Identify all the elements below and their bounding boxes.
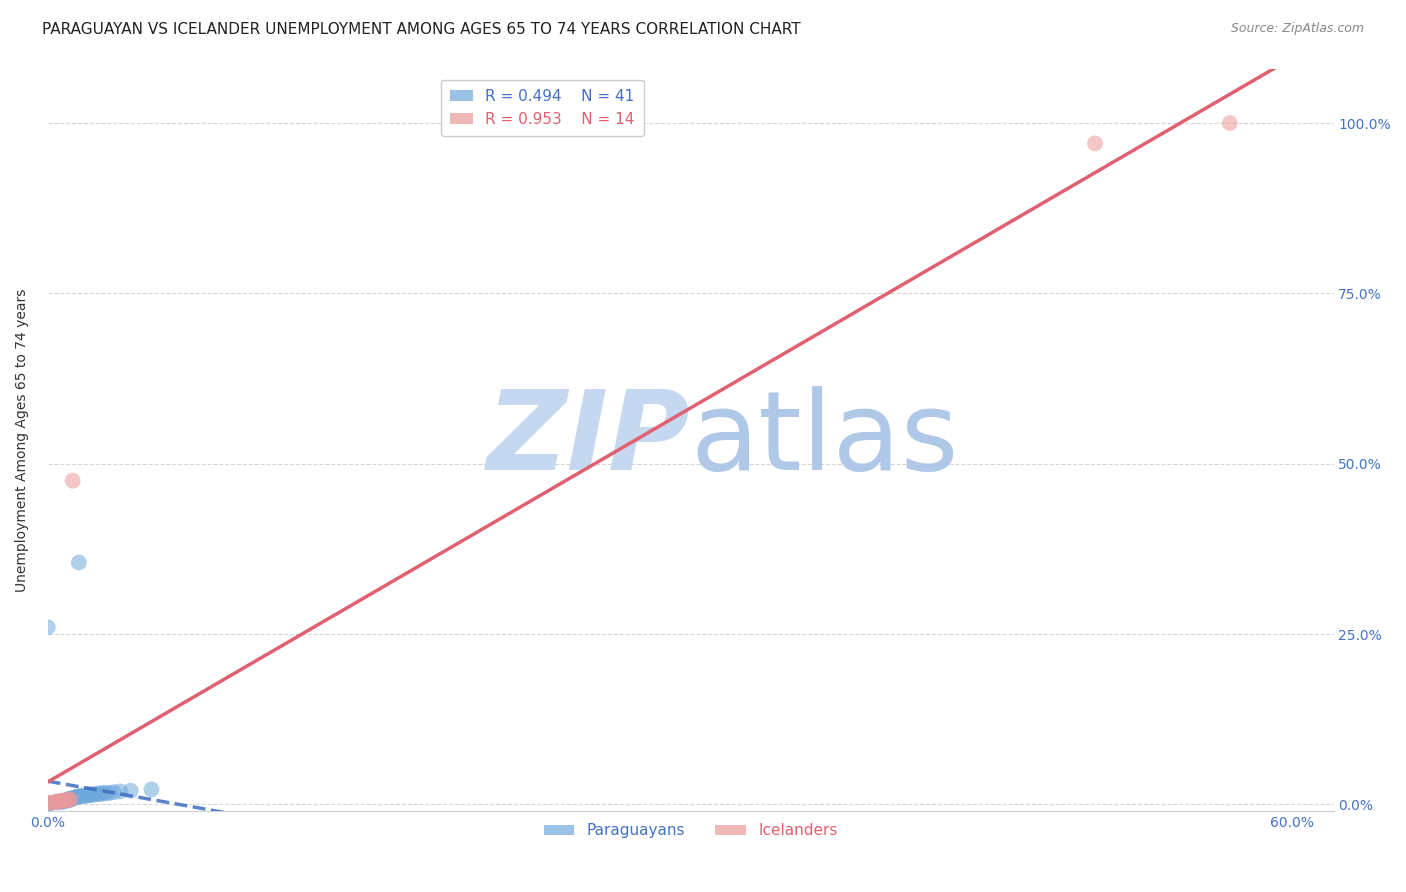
Point [51,794,73,808]
Point [93,786,115,800]
Legend: Paraguayans, Icelanders: Paraguayans, Icelanders [537,817,844,845]
Point [77,788,100,802]
Point [62,791,84,805]
Point [42,795,65,809]
Point [66,789,89,804]
Text: atlas: atlas [690,386,959,493]
Point [82,788,104,802]
Point [49,795,72,809]
Point [1219,116,1241,130]
Point [80,787,103,801]
Point [84,787,107,801]
Point [75,789,97,804]
Point [58,793,80,807]
Point [103,785,125,799]
Point [89,787,111,801]
Point [141,782,163,797]
Point [37,620,59,634]
Point [59,792,82,806]
Point [90,787,112,801]
Point [58,792,80,806]
Point [63,790,86,805]
Point [63,790,86,805]
Point [67,789,90,804]
Point [77,788,100,802]
Point [86,787,108,801]
Point [46,795,69,809]
Text: Source: ZipAtlas.com: Source: ZipAtlas.com [1230,22,1364,36]
Point [62,791,84,805]
Point [76,789,98,803]
Point [72,789,94,803]
Point [55,793,77,807]
Text: PARAGUAYAN VS ICELANDER UNEMPLOYMENT AMONG AGES 65 TO 74 YEARS CORRELATION CHART: PARAGUAYAN VS ICELANDER UNEMPLOYMENT AMO… [42,22,801,37]
Point [46,795,69,809]
Point [120,783,142,797]
Point [37,797,59,812]
Point [58,792,80,806]
Point [67,789,90,804]
Point [58,792,80,806]
Point [58,792,80,806]
Point [37,797,59,812]
Point [55,793,77,807]
Point [45,795,67,809]
Point [49,794,72,808]
Point [59,792,82,806]
Point [110,784,132,798]
Point [1084,136,1107,151]
Point [62,474,84,488]
Point [67,556,90,570]
Y-axis label: Unemployment Among Ages 65 to 74 years: Unemployment Among Ages 65 to 74 years [15,288,30,591]
Point [45,795,67,809]
Text: ZIP: ZIP [486,386,690,493]
Point [37,796,59,810]
Point [51,794,73,808]
Point [94,787,117,801]
Point [53,795,76,809]
Point [70,789,93,804]
Point [53,793,76,807]
Point [37,795,59,809]
Point [59,792,82,806]
Point [98,786,121,800]
